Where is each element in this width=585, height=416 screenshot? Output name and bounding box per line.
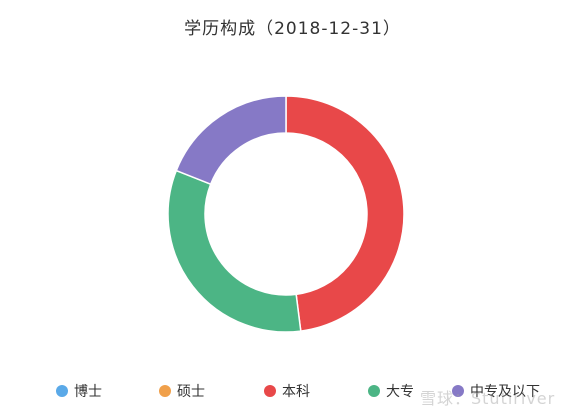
legend-marker — [452, 385, 464, 397]
legend-label: 大专 — [386, 384, 414, 400]
chart-title: 学历构成（2018-12-31） — [184, 19, 401, 39]
legend-label: 中专及以下 — [470, 384, 540, 400]
donut-slice-4[interactable] — [167, 169, 302, 333]
legend-label: 硕士 — [177, 384, 205, 400]
legend-item-college[interactable]: 大专 — [368, 381, 414, 401]
donut-slice-5[interactable] — [175, 95, 287, 186]
donut-slices — [167, 95, 405, 333]
donut-slice-3[interactable] — [285, 95, 405, 332]
legend-label: 本科 — [282, 384, 310, 400]
legend-marker — [159, 385, 171, 397]
legend-label: 博士 — [74, 384, 102, 400]
legend-marker — [368, 385, 380, 397]
chart-legend: 博士 硕士 本科 大专 中专及以下 — [0, 381, 585, 405]
legend-item-master[interactable]: 硕士 — [159, 381, 205, 401]
legend-item-secondary[interactable]: 中专及以下 — [452, 381, 540, 401]
legend-marker — [56, 385, 68, 397]
legend-item-phd[interactable]: 博士 — [56, 381, 102, 401]
legend-item-bachelor[interactable]: 本科 — [264, 381, 310, 401]
watermark-text: 雪球：Stutiriver — [420, 389, 556, 408]
legend-marker — [264, 385, 276, 397]
